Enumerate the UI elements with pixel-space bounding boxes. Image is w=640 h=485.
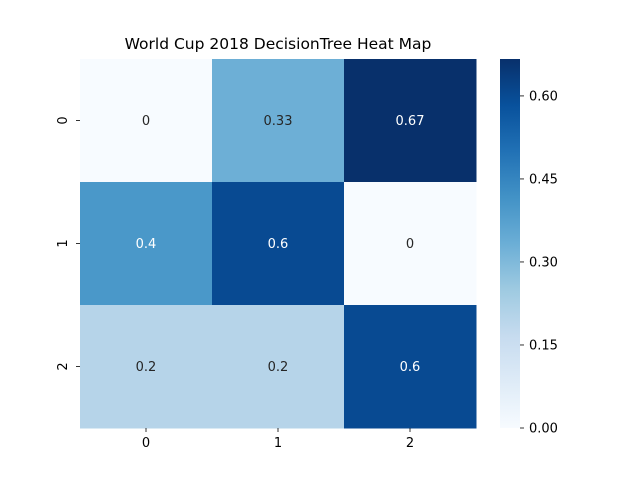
heatmap-cell-0-1 [212, 59, 345, 183]
cell-label-0-2: 0.67 [396, 114, 425, 129]
y-tick-label-2: 2 [56, 362, 71, 370]
cell-label-1-0: 0.4 [136, 237, 157, 252]
colorbar: 0.00 0.15 0.30 0.45 0.60 [500, 59, 558, 437]
cell-label-2-0: 0.2 [136, 360, 157, 375]
x-tick-label-2: 2 [406, 436, 414, 451]
colorbar-tick-label-1: 0.15 [529, 338, 558, 353]
cell-label-1-1: 0.6 [268, 237, 289, 252]
heatmap-cell-2-2 [344, 305, 477, 429]
cell-label-2-2: 0.6 [400, 360, 421, 375]
colorbar-tick-label-4: 0.60 [529, 89, 558, 104]
cell-label-1-2: 0 [406, 237, 414, 252]
heatmap-cell-0-0 [80, 59, 213, 183]
heatmap-cells: 0 0.33 0.67 0.4 0.6 0 0.2 0.2 0.6 [80, 59, 477, 429]
heatmap-cell-2-0 [80, 305, 213, 429]
x-tick-label-0: 0 [142, 436, 150, 451]
y-tick-label-1: 1 [56, 239, 71, 247]
cell-label-0-1: 0.33 [264, 114, 293, 129]
colorbar-gradient [500, 59, 520, 428]
cell-label-0-0: 0 [142, 114, 150, 129]
y-axis: 0 1 2 [56, 116, 80, 371]
colorbar-tick-label-3: 0.45 [529, 172, 558, 187]
y-tick-label-0: 0 [56, 116, 71, 124]
heatmap-cell-0-2 [344, 59, 477, 183]
x-axis: 0 1 2 [142, 428, 414, 451]
heatmap-cell-2-1 [212, 305, 345, 429]
cell-label-2-1: 0.2 [268, 360, 289, 375]
heatmap-cell-1-0 [80, 182, 213, 306]
colorbar-tick-label-0: 0.00 [529, 422, 558, 437]
colorbar-tick-label-2: 0.30 [529, 255, 558, 270]
x-tick-label-1: 1 [274, 436, 282, 451]
heatmap-cell-1-1 [212, 182, 345, 306]
chart-title: World Cup 2018 DecisionTree Heat Map [125, 35, 432, 53]
heatmap-cell-1-2 [344, 182, 477, 306]
